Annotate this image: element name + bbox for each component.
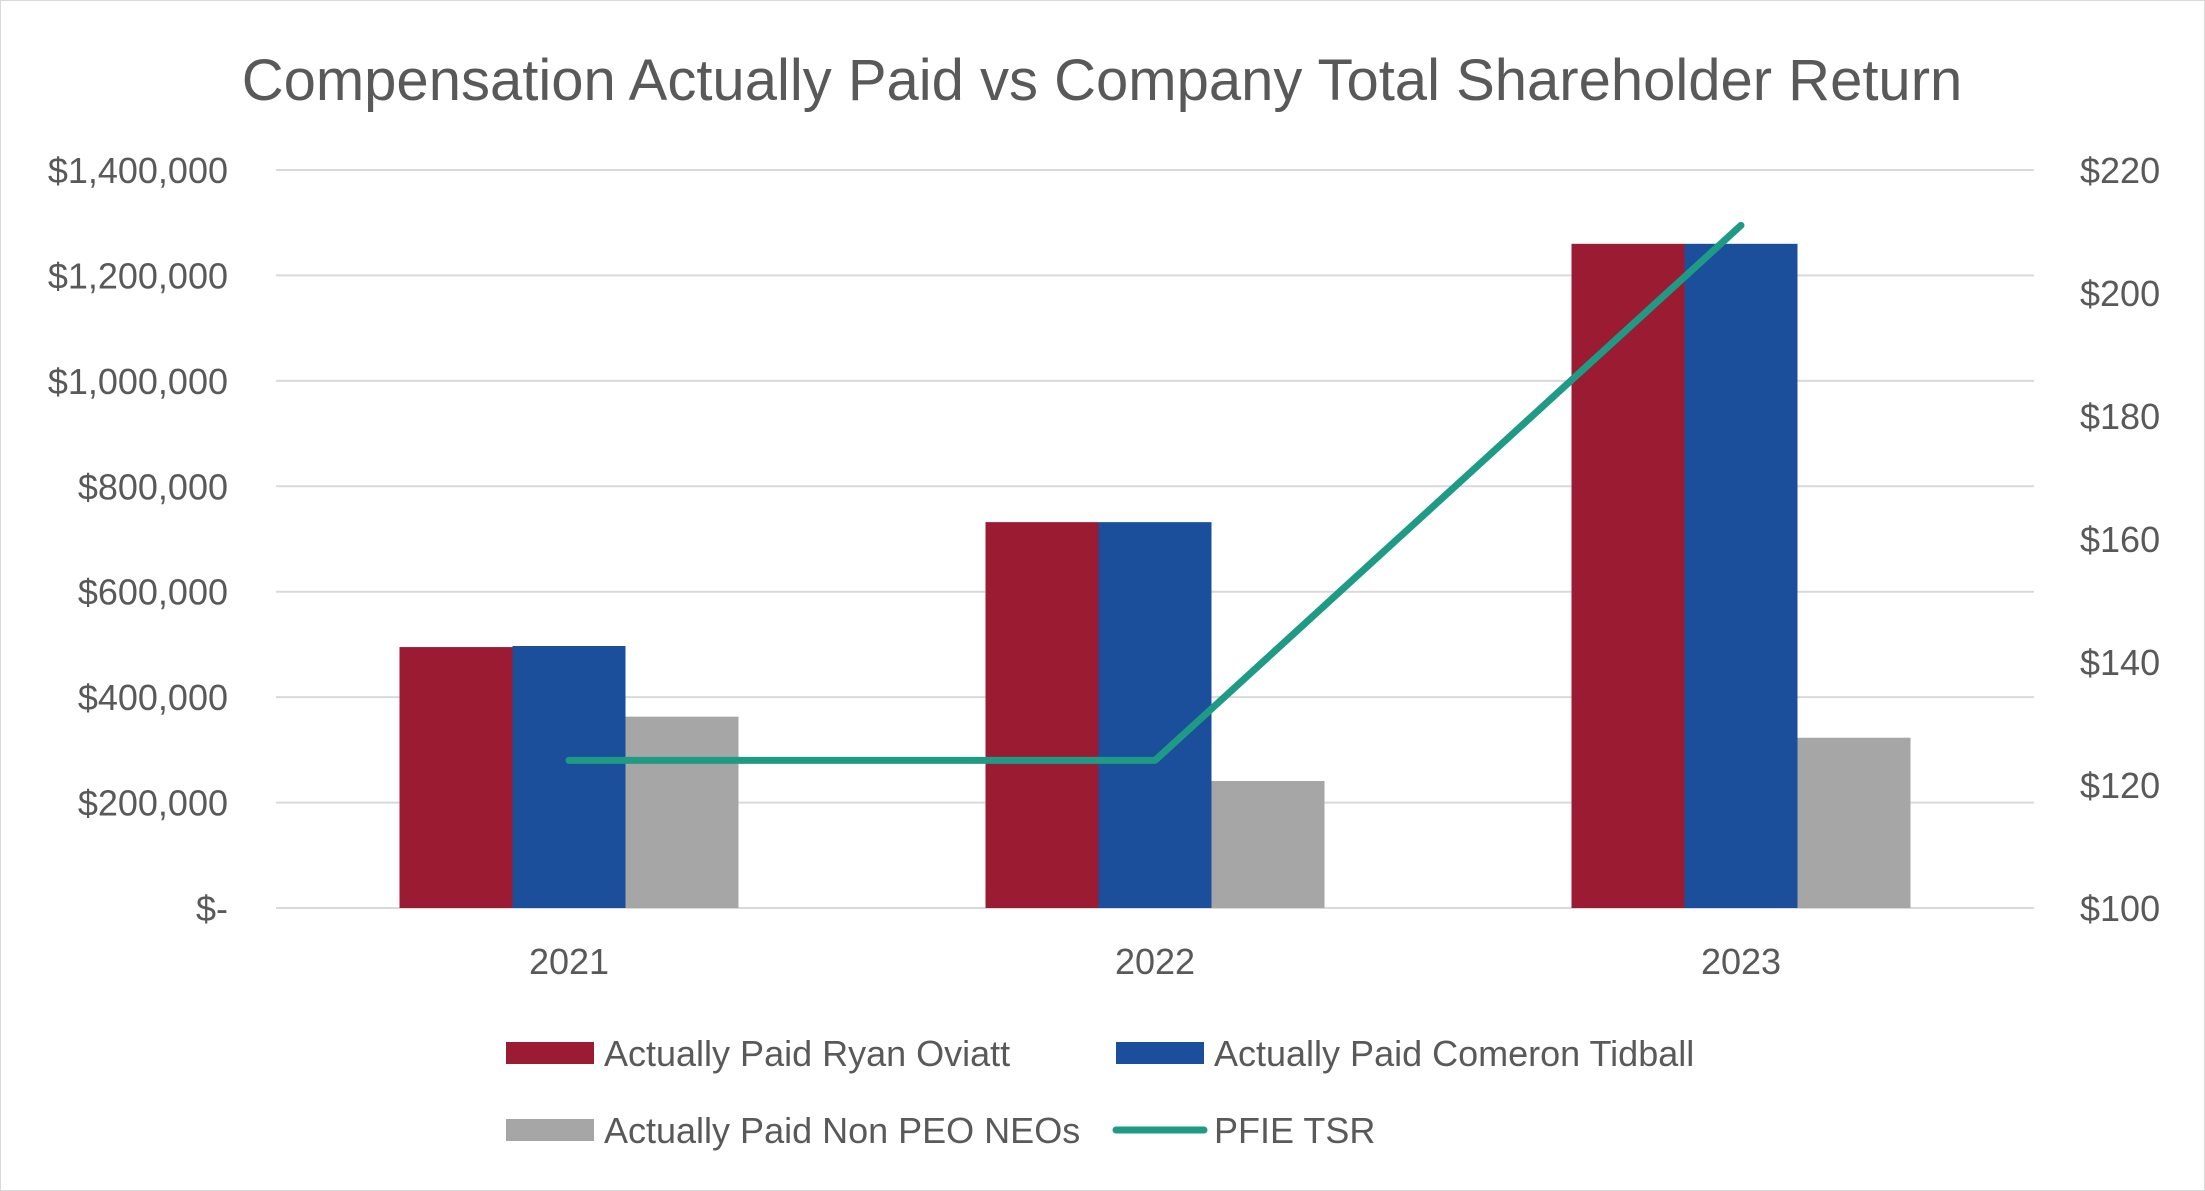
bar — [1211, 780, 1325, 908]
left-tick-label: $1,400,000 — [48, 150, 228, 191]
legend-swatch — [506, 1119, 594, 1141]
left-axis: $- $200,000 $400,000 $600,000 $800,000 $1,000… — [48, 150, 228, 929]
legend-label: Actually Paid Ryan Oviatt — [604, 1033, 1010, 1074]
bar — [625, 716, 739, 908]
left-tick-label: $1,200,000 — [48, 255, 228, 296]
left-tick-label: $200,000 — [78, 783, 228, 824]
legend-swatch — [1116, 1042, 1204, 1064]
right-tick-label: $220 — [2080, 150, 2160, 191]
bar — [399, 647, 513, 908]
left-tick-label: $1,000,000 — [48, 361, 228, 402]
right-tick-label: $200 — [2080, 273, 2160, 314]
right-axis: $100 $120 $140 $160 $180 $200 $220 — [2080, 150, 2160, 929]
tsr-line-layer — [565, 221, 1745, 764]
right-tick-label: $160 — [2080, 519, 2160, 560]
right-tick-label: $100 — [2080, 888, 2160, 929]
left-tick-label: $- — [196, 888, 228, 929]
tsr-line — [565, 221, 1745, 764]
legend-label: PFIE TSR — [1214, 1110, 1375, 1151]
x-tick-label: 2021 — [529, 941, 609, 982]
bar — [1571, 243, 1685, 909]
bars — [399, 243, 1911, 909]
legend-label: Actually Paid Non PEO NEOs — [604, 1110, 1080, 1151]
left-tick-label: $400,000 — [78, 677, 228, 718]
x-tick-label: 2022 — [1115, 941, 1195, 982]
left-tick-label: $800,000 — [78, 466, 228, 507]
legend: Actually Paid Ryan Oviatt Actually Paid C… — [506, 1033, 1694, 1151]
left-tick-label: $600,000 — [78, 572, 228, 613]
legend-swatch — [506, 1042, 594, 1064]
legend-label: Actually Paid Comeron Tidball — [1214, 1033, 1694, 1074]
bar — [512, 646, 626, 908]
bar — [1684, 243, 1798, 909]
right-tick-label: $140 — [2080, 642, 2160, 683]
chart-title: Compensation Actually Paid vs Company To… — [242, 48, 1963, 113]
right-tick-label: $120 — [2080, 765, 2160, 806]
bar — [1098, 522, 1212, 908]
x-axis: 2021 2022 2023 — [529, 941, 1781, 982]
x-tick-label: 2023 — [1701, 941, 1781, 982]
bar — [1797, 737, 1911, 908]
bar — [985, 522, 1099, 908]
right-tick-label: $180 — [2080, 396, 2160, 437]
